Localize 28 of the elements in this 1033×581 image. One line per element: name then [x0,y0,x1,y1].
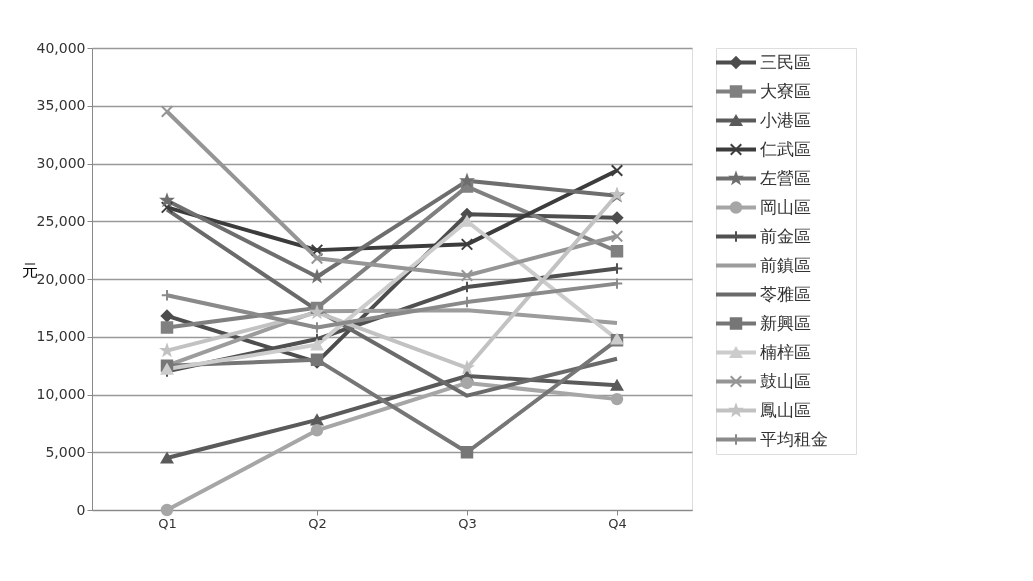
y-tick-label: 25,000 [36,212,86,229]
y-tick-label: 20,000 [36,270,86,287]
x-tick-label: Q2 [308,515,327,531]
legend-label: 楠梓區 [760,341,811,362]
y-tick-label: 0 [76,501,86,518]
x-tick-label: Q1 [158,515,177,531]
legend-label: 左營區 [760,167,811,188]
y-tick-label: 35,000 [36,97,86,114]
legend-label: 小港區 [760,109,811,130]
x-tick-label: Q3 [458,515,477,531]
legend-label: 岡山區 [760,196,811,217]
legend-label: 前金區 [760,225,811,246]
legend-label: 鼓山區 [760,370,811,391]
y-tick-label: 15,000 [36,328,86,345]
legend-label: 新興區 [760,312,811,333]
y-tick-label: 30,000 [36,155,86,171]
y-tick-label: 5,000 [45,443,86,460]
x-tick-label: Q4 [608,515,627,531]
legend-label: 鳳山區 [760,399,811,420]
legend-label: 前鎮區 [760,254,811,275]
legend-label: 苓雅區 [760,283,811,304]
legend-label: 平均租金 [760,428,828,449]
y-tick-label: 10,000 [36,386,86,402]
legend-label: 仁武區 [759,138,811,159]
y-tick-label: 40,000 [36,39,86,56]
legend-label: 大寮區 [760,80,811,101]
y-axis-title: 元 [21,260,38,280]
legend-label: 三民區 [760,51,811,72]
